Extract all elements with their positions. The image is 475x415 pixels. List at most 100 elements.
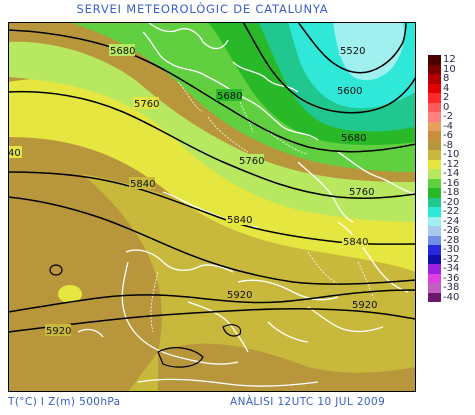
legend-label: -6: [443, 130, 453, 141]
legend-label: -16: [443, 177, 460, 189]
legend-item: -8: [428, 139, 474, 151]
legend-label: -8: [443, 139, 453, 151]
isoline-label: 5520: [340, 46, 365, 57]
legend-item: 2: [428, 92, 474, 103]
legend-item: -14: [428, 168, 474, 179]
legend-swatch: [428, 264, 441, 274]
temp-patch-minus12: [58, 285, 82, 303]
legend-label: -40: [443, 291, 460, 303]
page-title: SERVEI METEOROLÒGIC DE CATALUNYA: [76, 2, 329, 16]
weather-map: 5520 5600 5680 5680 5680 5760 5760 5760 …: [8, 22, 416, 392]
legend-label: 10: [443, 63, 456, 75]
isoline-label: 5840: [227, 215, 252, 226]
legend-swatch: [428, 140, 441, 150]
legend-label: -38: [443, 282, 460, 293]
isoline-label: 5920: [227, 290, 252, 301]
borders: [150, 81, 379, 333]
legend-item: -20: [428, 196, 474, 208]
legend-label: 8: [443, 73, 450, 84]
isoline-label: 5680: [110, 46, 135, 57]
isoline-label: 5600: [337, 86, 362, 97]
legend-swatch: [428, 178, 441, 188]
legend-label: 2: [443, 92, 450, 103]
legend-label: -18: [443, 187, 460, 198]
legend-swatch: [428, 83, 441, 93]
legend-label: -2: [443, 111, 453, 122]
legend-swatch: [428, 254, 441, 264]
legend-swatch: [428, 102, 441, 112]
isoline-label: 40: [8, 148, 21, 159]
legend-item: -4: [428, 120, 474, 132]
legend-swatch: [428, 150, 441, 160]
legend-swatch: [428, 64, 441, 74]
legend-item: -10: [428, 149, 474, 160]
legend-swatch: [428, 226, 441, 236]
legend-label: -22: [443, 206, 460, 217]
isoline-label: 5680: [217, 91, 242, 102]
temp-band-minus12: [8, 78, 416, 272]
legend-item: -22: [428, 206, 474, 217]
isoline-label: 5920: [46, 326, 71, 337]
isoline-label: 5760: [134, 99, 159, 110]
legend-item: 10: [428, 63, 474, 75]
legend-item: -36: [428, 272, 474, 284]
local-contours: [49, 264, 242, 368]
analysis-caption: ANÀLISI 12UTC 10 JUL 2009: [230, 396, 386, 408]
legend-swatch: [428, 55, 441, 65]
legend-label: -4: [443, 120, 453, 132]
legend-label: 4: [443, 82, 450, 94]
isoline-label: 5840: [130, 179, 155, 190]
legend-item: -26: [428, 225, 474, 236]
legend-item: -30: [428, 244, 474, 255]
legend-swatch: [428, 159, 441, 169]
legend-swatch: [428, 245, 441, 255]
legend-label: -24: [443, 215, 460, 227]
legend-label: 0: [443, 101, 450, 113]
legend-label: -10: [443, 149, 460, 160]
legend-item: -6: [428, 130, 474, 141]
legend-item: 0: [428, 101, 474, 113]
legend-label: -32: [443, 253, 460, 265]
legend-item: -28: [428, 234, 474, 246]
legend-swatch: [428, 273, 441, 283]
legend-item: -16: [428, 177, 474, 189]
legend-item: -2: [428, 111, 474, 122]
legend-label: -26: [443, 225, 460, 236]
map-frame: [8, 22, 416, 392]
legend-swatch: [428, 93, 441, 103]
legend-label: 12: [443, 54, 456, 65]
legend-swatch: [428, 169, 441, 179]
legend-swatch: [428, 74, 441, 84]
legend-item: 8: [428, 73, 474, 84]
legend-swatch: [428, 112, 441, 122]
legend-swatch: [428, 121, 441, 131]
variable-caption: T(°C) I Z(m) 500hPa: [8, 396, 121, 408]
legend-label: -14: [443, 168, 460, 179]
legend-label: -20: [443, 196, 460, 208]
legend-swatch: [428, 131, 441, 141]
legend-item: -34: [428, 263, 474, 274]
legend-item: 4: [428, 82, 474, 94]
legend-label: -28: [443, 234, 460, 246]
legend-label: -12: [443, 158, 460, 170]
isoline-label: 5760: [239, 156, 264, 167]
isoline-labels: 5520 5600 5680 5680 5680 5760 5760 5760 …: [8, 44, 377, 337]
legend-label: -30: [443, 244, 460, 255]
legend-item: -40: [428, 291, 474, 303]
legend-swatch: [428, 292, 441, 302]
legend-label: -36: [443, 272, 460, 284]
legend-item: -32: [428, 253, 474, 265]
temperature-legend: 12 10 8 4 2 0 -2 -4 -6 -8 -10 -12 -14 -16 -18 -20 -22 -24…: [428, 54, 474, 303]
legend-swatch: [428, 197, 441, 207]
temp-band-minus24: [333, 22, 405, 81]
legend-item: -24: [428, 215, 474, 227]
legend-swatch: [428, 283, 441, 293]
temp-band-minus8-south: [158, 343, 416, 392]
isoline-label: 5920: [352, 300, 377, 311]
legend-item: -18: [428, 187, 474, 198]
legend-item: 12: [428, 54, 474, 65]
legend-item: -38: [428, 282, 474, 293]
legend-label: -34: [443, 263, 460, 274]
legend-item: -12: [428, 158, 474, 170]
map-canvas: 5520 5600 5680 5680 5680 5760 5760 5760 …: [8, 22, 416, 392]
